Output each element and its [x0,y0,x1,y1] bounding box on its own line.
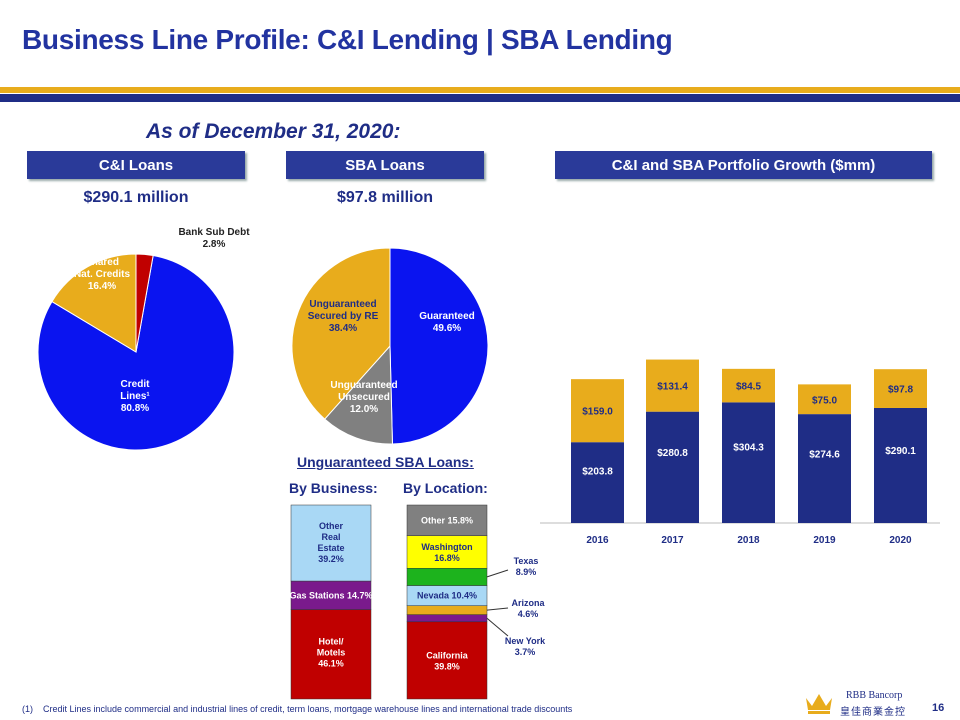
logo-name-en: RBB Bancorp [846,690,903,701]
growth-header: C&I and SBA Portfolio Growth ($mm) [555,151,932,179]
ci-pie-label-credit-lines: Credit Lines¹ 80.8% [120,379,150,414]
location-segment-1 [406,614,488,623]
location-segment-0 [406,621,488,700]
location-label-nevada: Nevada 10.4% [417,591,477,601]
location-label-california: California 39.8% [426,650,469,671]
ci-loans-header: C&I Loans [27,151,245,179]
by-business-label: By Business: [289,480,378,496]
sba-pie-slice-2 [291,247,391,420]
ci-amount: $290.1 million [83,189,189,206]
growth-label-ci-2016: $203.8 [582,467,613,478]
growth-label-ci-2017: $280.8 [657,448,688,459]
sba-pie-label-secured-re: Unguaranteed Secured by RE 38.4% [308,299,379,334]
ci-pie-slice-2 [135,253,154,353]
business-label-hotel: Hotel/Motels 46.1% [317,636,346,668]
growth-bar-sba-2020 [874,369,927,408]
growth-label-ci-2019: $274.6 [809,450,840,461]
crown-logo-icon [806,694,832,714]
growth-tick-2017: 2017 [661,535,684,546]
as-of-date: As of December 31, 2020: [146,120,401,143]
ci-pie-label-bank-sub-debt: Bank Sub Debt 2.8% [178,227,250,250]
growth-label-sba-2017: $131.4 [657,382,688,393]
leader-arizona [486,607,509,611]
sba-pie-label-guaranteed: Guaranteed 49.6% [419,311,475,334]
unguaranteed-title: Unguaranteed SBA Loans: [297,454,474,470]
location-segment-6 [406,504,488,536]
business-label-gas: Gas Stations 14.7% [289,590,372,600]
growth-bar-ci-2019 [798,414,851,523]
page-title: Business Line Profile: C&I Lending | SBA… [22,24,673,55]
footnote-text: Credit Lines include commercial and indu… [43,704,573,714]
growth-tick-2018: 2018 [737,535,760,546]
growth-bar-sba-2016 [571,379,624,443]
growth-label-ci-2018: $304.3 [733,443,764,454]
business-label-other-re: Other Real Estate 39.2% [317,521,344,564]
location-segment-2 [406,605,488,615]
location-label-arizona: Arizona 4.6% [511,598,545,619]
growth-bar-sba-2018 [722,368,775,403]
sba-loans-header: SBA Loans [286,151,484,179]
ci-pie-slice-0 [37,254,235,451]
growth-label-sba-2016: $159.0 [582,407,613,418]
ci-pie-chart: Credit Lines¹ 80.8% Shared Nat. Credits 16.4%… [37,227,250,451]
growth-bar-ci-2018 [722,402,775,523]
growth-tick-2019: 2019 [813,535,836,546]
sba-pie-slice-0 [389,247,489,445]
leader-texas [486,569,509,578]
footnote: (1) Credit Lines include commercial and … [22,704,572,714]
sba-pie-label-unsecured: Unguaranteed Unsecured 12.0% [330,380,397,415]
title-rule-gold [0,87,960,93]
growth-label-ci-2020: $290.1 [885,446,916,457]
by-location-label: By Location: [403,480,488,496]
unguaranteed-stacked-bars: Hotel/Motels 46.1% Gas Stations 14.7% Other… [289,504,546,700]
growth-bar-ci-2017 [646,411,699,523]
title-rule-navy [0,94,960,102]
ci-pie-slice-1 [51,253,137,353]
growth-tick-2020: 2020 [889,535,912,546]
growth-bar-ci-2020 [874,407,927,523]
growth-label-sba-2018: $84.5 [736,382,761,393]
business-segment-0 [290,609,372,700]
growth-bar-chart: $203.8 $159.0 2016 $280.8 $131.4 2017 $304.3 $8… [540,359,940,546]
sba-pie-chart: Guaranteed 49.6% Unguaranteed Unsecured 12.0… [291,247,489,445]
growth-bar-sba-2017 [646,359,699,412]
logo-name-cn: 皇佳商業金控 [840,707,906,718]
location-segment-5 [406,535,488,569]
growth-bar-sba-2019 [798,384,851,415]
business-segment-1 [290,580,372,610]
growth-tick-2016: 2016 [586,535,609,546]
sba-pie-slice-1 [324,344,393,445]
location-label-washington: Washington 16.8% [421,542,472,563]
growth-label-sba-2020: $97.8 [888,385,913,396]
sba-amount: $97.8 million [336,189,434,206]
ci-pie-label-shared-credits: Shared Nat. Credits 16.4% [74,257,131,292]
leader-new-york [486,617,509,637]
page-number: 16 [932,702,945,714]
growth-label-sba-2019: $75.0 [812,395,837,406]
location-segment-4 [406,567,488,586]
growth-bar-ci-2016 [571,442,624,523]
business-segment-2 [290,504,372,582]
location-label-new-york: New York 3.7% [505,636,546,657]
footnote-marker: (1) [22,704,33,714]
location-label-texas: Texas 8.9% [514,556,539,577]
location-label-other: Other 15.8% [421,515,473,525]
